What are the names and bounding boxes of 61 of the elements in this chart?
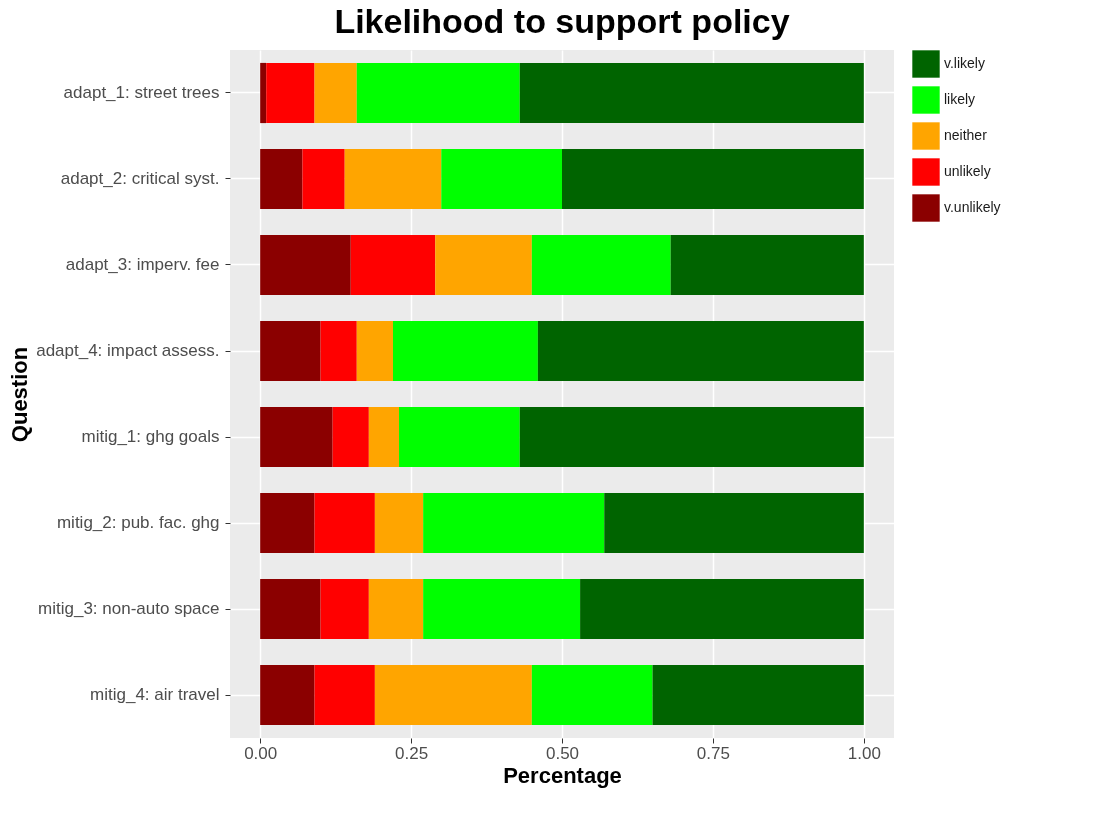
bar (320, 320, 357, 382)
bar (441, 148, 562, 210)
y-tick-label: mitig_1: ghg goals (81, 427, 220, 446)
bar (260, 664, 315, 726)
bar (374, 492, 424, 554)
bar (344, 148, 442, 210)
bar (531, 664, 653, 726)
bar (314, 492, 375, 554)
bar (314, 62, 357, 124)
bar (260, 234, 351, 296)
legend-label: v.unlikely (944, 199, 1001, 215)
legend-label: unlikely (944, 163, 991, 179)
bar (368, 578, 424, 640)
bar (356, 320, 393, 382)
y-tick-label: mitig_4: air travel (90, 685, 220, 704)
y-tick-label: adapt_1: street trees (63, 83, 220, 102)
bar (423, 492, 605, 554)
y-tick-label: adapt_4: impact assess. (36, 341, 220, 360)
bar (260, 406, 333, 468)
bar (374, 664, 532, 726)
bar (260, 320, 321, 382)
bar (350, 234, 436, 296)
x-axis-title: Percentage (503, 762, 622, 788)
bar (314, 664, 375, 726)
x-tick-label: 0.50 (545, 743, 580, 763)
bar (435, 234, 532, 296)
legend-label: likely (944, 91, 976, 107)
bar (562, 148, 864, 210)
y-tick-label: adapt_2: critical syst. (60, 169, 220, 188)
bar (423, 578, 581, 640)
bar (260, 578, 321, 640)
bar (368, 406, 400, 468)
bar (392, 320, 538, 382)
bar (260, 492, 315, 554)
bar (332, 406, 369, 468)
bar (399, 406, 520, 468)
bar (519, 62, 864, 124)
bar (266, 62, 315, 124)
x-tick-label: 1.00 (847, 743, 881, 763)
bar (537, 320, 864, 382)
bar (260, 148, 303, 210)
bar (302, 148, 345, 210)
bar (356, 62, 520, 124)
x-tick-label: 0.75 (696, 743, 730, 763)
chart-title: Likelihood to support policy (334, 2, 790, 40)
bar (580, 578, 864, 640)
x-tick-label: 0.25 (395, 743, 429, 763)
y-tick-label: mitig_2: pub. fac. ghg (56, 513, 220, 532)
y-tick-label: mitig_3: non-auto space (38, 599, 220, 618)
bar (652, 664, 864, 726)
y-tick-label: adapt_3: imperv. fee (65, 255, 220, 274)
bar (531, 234, 671, 296)
y-axis-title: Question (7, 346, 33, 443)
bar (604, 492, 864, 554)
bar (670, 234, 864, 296)
bar (519, 406, 864, 468)
x-tick-label: 0.00 (244, 743, 278, 763)
legend-label: neither (944, 127, 988, 143)
bar (260, 62, 267, 124)
legend-label: v.likely (944, 55, 985, 71)
bar (320, 578, 369, 640)
